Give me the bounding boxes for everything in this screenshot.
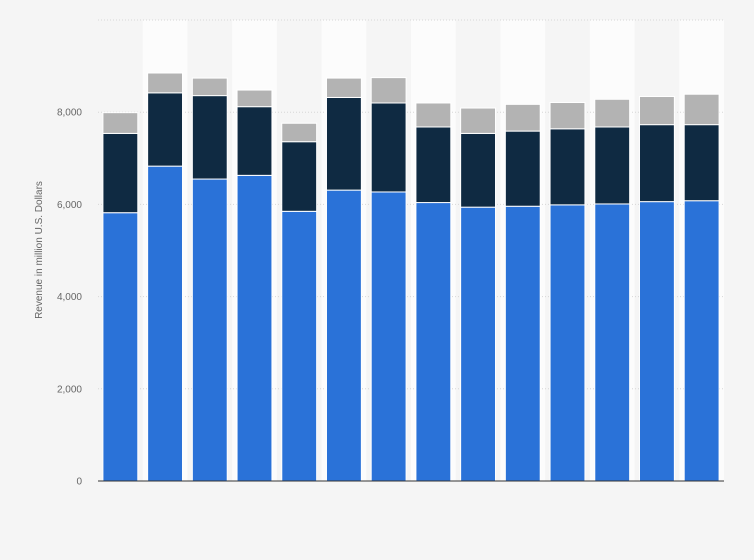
y-tick-label: 0 bbox=[76, 477, 82, 488]
y-tick-label: 2,000 bbox=[57, 384, 82, 395]
bar-segment-series-3 bbox=[460, 107, 497, 134]
bar-segment-series-1 bbox=[415, 202, 452, 482]
bar-segment-series-2 bbox=[594, 126, 631, 205]
bar-segment-series-1 bbox=[638, 201, 675, 482]
bar-segment-series-2 bbox=[683, 124, 720, 202]
bar-segment-series-3 bbox=[102, 112, 139, 134]
bar-segment-series-1 bbox=[460, 206, 497, 482]
bar-segment-series-1 bbox=[325, 189, 362, 482]
bar-segment-series-1 bbox=[191, 178, 228, 482]
bar-segment-series-1 bbox=[594, 203, 631, 482]
y-tick-label: 8,000 bbox=[57, 108, 82, 119]
bar-segment-series-3 bbox=[191, 77, 228, 97]
bar-segment-series-2 bbox=[460, 132, 497, 208]
y-tick-label: 4,000 bbox=[57, 292, 82, 303]
bar-segment-series-2 bbox=[236, 106, 273, 176]
bar-segment-series-2 bbox=[325, 96, 362, 191]
bar-segment-series-3 bbox=[549, 102, 586, 130]
bar-segment-series-3 bbox=[147, 72, 184, 94]
bar-segment-series-1 bbox=[236, 174, 273, 482]
bar-segment-series-2 bbox=[504, 130, 541, 207]
bar-segment-series-2 bbox=[147, 92, 184, 167]
bar-segment-series-2 bbox=[638, 124, 675, 203]
bar-segment-series-1 bbox=[147, 165, 184, 482]
bar-segment-series-1 bbox=[281, 210, 318, 482]
bar-segment-series-3 bbox=[415, 102, 452, 128]
bar-segment-series-2 bbox=[281, 141, 318, 212]
bar-segment-series-1 bbox=[370, 191, 407, 482]
y-axis-label: Revenue in million U.S. Dollars bbox=[34, 181, 45, 319]
bar-segment-series-1 bbox=[102, 212, 139, 482]
bar-segment-series-1 bbox=[504, 205, 541, 482]
bar-segment-series-2 bbox=[370, 102, 407, 193]
bar-segment-series-2 bbox=[102, 132, 139, 214]
bar-segment-series-3 bbox=[504, 103, 541, 132]
bars bbox=[102, 72, 720, 482]
y-tick-label: 6,000 bbox=[57, 200, 82, 211]
bar-segment-series-3 bbox=[236, 89, 273, 108]
bar-segment-series-2 bbox=[415, 126, 452, 204]
bar-segment-series-3 bbox=[325, 77, 362, 98]
gridlines bbox=[98, 19, 724, 390]
bar-segment-series-2 bbox=[549, 128, 586, 206]
bar-segment-series-3 bbox=[638, 96, 675, 126]
bar-segment-series-3 bbox=[370, 77, 407, 104]
bar-segment-series-1 bbox=[683, 200, 720, 482]
bar-segment-series-3 bbox=[281, 122, 318, 143]
bar-segment-series-3 bbox=[683, 93, 720, 126]
bar-segment-series-3 bbox=[594, 98, 631, 128]
bar-segment-series-2 bbox=[191, 95, 228, 180]
y-axis-ticks: 0 2,000 4,000 6,000 8,000 bbox=[57, 108, 82, 488]
bar-segment-series-1 bbox=[549, 204, 586, 482]
